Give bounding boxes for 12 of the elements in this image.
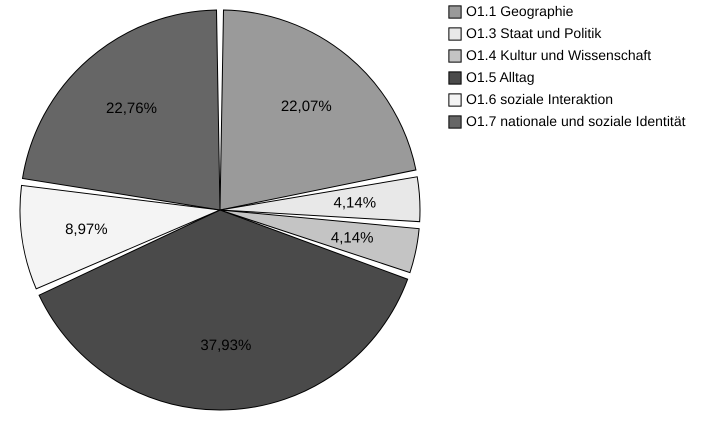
data-label: 4,14% xyxy=(334,194,376,212)
data-label: 22,07% xyxy=(280,98,332,116)
data-label: 22,76% xyxy=(106,100,157,118)
legend-label: O1.4 Kultur und Wissenschaft xyxy=(466,47,652,63)
legend-label: O1.7 nationale und soziale Identität xyxy=(466,113,686,129)
legend-label: O1.1 Geographie xyxy=(466,3,574,19)
data-label: 37,93% xyxy=(200,336,252,354)
legend-label: O1.5 Alltag xyxy=(466,69,534,85)
legend-label: O1.6 soziale Interaktion xyxy=(466,91,614,107)
data-label: 4,14% xyxy=(330,230,374,247)
legend-label: O1.3 Staat und Politik xyxy=(466,25,602,41)
data-label: 8,97% xyxy=(65,220,108,238)
